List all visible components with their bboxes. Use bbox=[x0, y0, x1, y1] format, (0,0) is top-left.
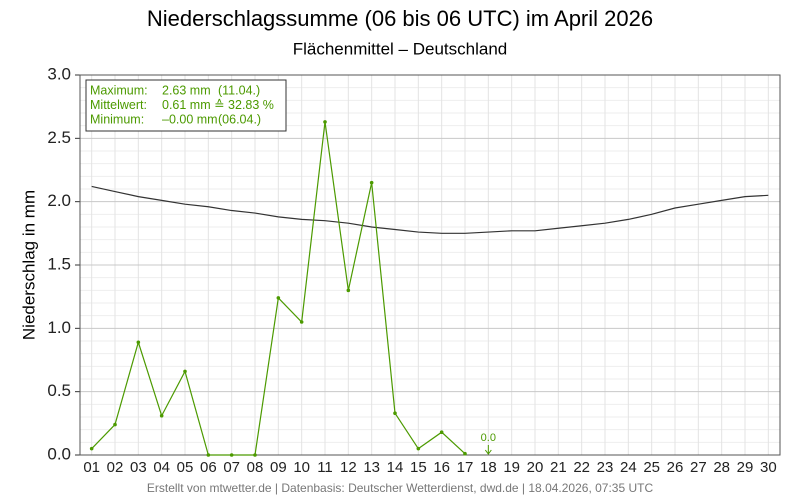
x-tick-label: 03 bbox=[130, 459, 147, 476]
data-point bbox=[393, 411, 397, 416]
x-tick-label: 07 bbox=[223, 459, 240, 476]
data-point bbox=[113, 422, 117, 427]
y-tick-label: 1.0 bbox=[47, 318, 71, 337]
x-tick-label: 09 bbox=[270, 459, 287, 476]
x-tick-label: 04 bbox=[153, 459, 170, 476]
x-tick-label: 29 bbox=[737, 459, 754, 476]
stats-text: 2.63 mm bbox=[162, 83, 211, 97]
stats-text: Mittelwert: bbox=[90, 98, 147, 112]
y-axis-label: Niederschlag in mm bbox=[19, 190, 38, 340]
footer: Erstellt von mtwetter.de | Datenbasis: D… bbox=[147, 481, 654, 495]
data-point bbox=[323, 120, 327, 124]
x-tick-label: 23 bbox=[597, 459, 614, 476]
data-point bbox=[276, 296, 281, 300]
x-tick-label: 19 bbox=[503, 459, 520, 476]
stats-text: (06.04.) bbox=[218, 112, 261, 126]
x-tick-label: 05 bbox=[177, 459, 194, 476]
data-point bbox=[369, 180, 374, 185]
data-point bbox=[183, 369, 187, 374]
data-point bbox=[439, 430, 444, 435]
stats-text: Maximum: bbox=[90, 83, 148, 97]
annotation-arrow bbox=[484, 445, 492, 455]
x-tick-label: 14 bbox=[387, 459, 404, 476]
plot-border bbox=[79, 74, 781, 456]
x-tick-label: 20 bbox=[527, 459, 544, 476]
data-point bbox=[206, 453, 211, 457]
stats-box bbox=[85, 79, 287, 132]
x-tick-label: 24 bbox=[620, 459, 637, 476]
x-tick-label: 08 bbox=[247, 459, 264, 476]
x-tick-label: 02 bbox=[107, 459, 124, 476]
y-tick-label: 3.0 bbox=[47, 64, 71, 83]
stats-text: 0.61 mm ≙ 32.83 % bbox=[162, 98, 274, 112]
x-tick-label: 21 bbox=[550, 459, 567, 476]
x-tick-label: 16 bbox=[433, 459, 450, 476]
data-point bbox=[89, 446, 94, 451]
stats-text: –0.00 mm bbox=[162, 112, 218, 126]
y-tick-label: 2.5 bbox=[47, 128, 71, 147]
data-point bbox=[299, 320, 304, 324]
x-tick-label: 13 bbox=[363, 459, 380, 476]
x-tick-label: 06 bbox=[200, 459, 217, 476]
x-tick-label: 15 bbox=[410, 459, 427, 476]
data-point bbox=[136, 340, 141, 345]
stats-text: (11.04.) bbox=[218, 83, 260, 97]
y-tick-label: 0.0 bbox=[47, 444, 71, 463]
x-tick-label: 22 bbox=[573, 459, 590, 476]
series-line bbox=[91, 185, 769, 234]
data-point bbox=[463, 451, 467, 456]
chart-title: Niederschlagssumme (06 bis 06 UTC) im Ap… bbox=[147, 6, 653, 31]
y-tick-label: 0.5 bbox=[47, 381, 71, 400]
x-tick-label: 12 bbox=[340, 459, 357, 476]
y-tick-label: 1.5 bbox=[47, 254, 71, 273]
x-tick-label: 17 bbox=[457, 459, 474, 476]
x-tick-label: 10 bbox=[293, 459, 310, 476]
x-tick-label: 18 bbox=[480, 459, 497, 476]
data-point bbox=[416, 446, 421, 451]
x-tick-label: 26 bbox=[667, 459, 684, 476]
x-tick-label: 28 bbox=[713, 459, 730, 476]
data-point bbox=[253, 453, 257, 457]
x-tick-label: 11 bbox=[317, 459, 333, 476]
x-tick-label: 30 bbox=[760, 459, 777, 476]
data-point bbox=[229, 453, 234, 457]
y-tick-label: 2.0 bbox=[47, 191, 71, 210]
annotation: 0.0 bbox=[481, 432, 496, 444]
x-tick-label: 27 bbox=[690, 459, 707, 476]
x-tick-label: 01 bbox=[83, 459, 100, 476]
chart-subtitle: Flächenmittel – Deutschland bbox=[293, 39, 508, 58]
data-point bbox=[346, 288, 351, 293]
x-tick-label: 25 bbox=[643, 459, 660, 476]
data-point bbox=[159, 413, 164, 418]
stats-text: Minimum: bbox=[90, 112, 144, 126]
